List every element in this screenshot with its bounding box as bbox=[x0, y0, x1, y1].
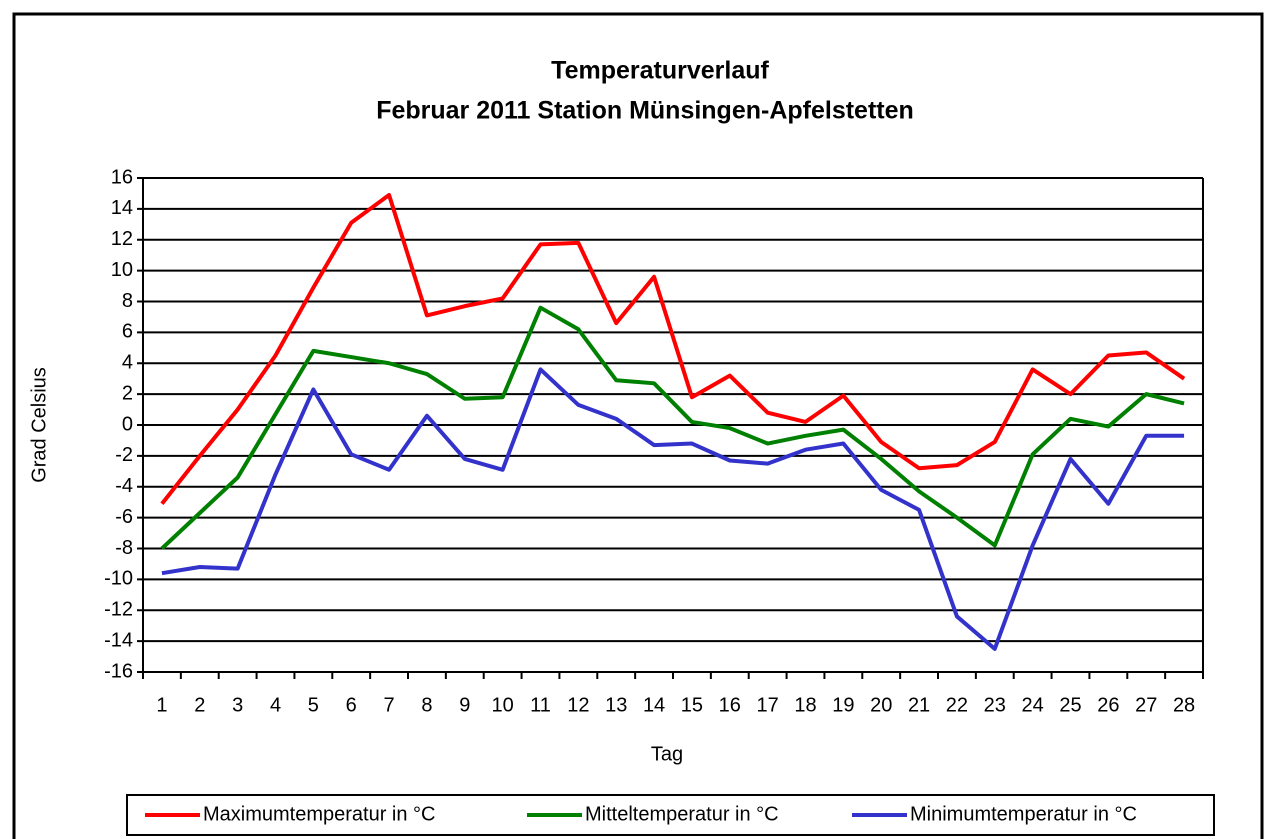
legend bbox=[126, 794, 1215, 836]
series-line bbox=[160, 192, 1186, 505]
x-tick-label: 8 bbox=[421, 694, 432, 716]
y-tick-label: -12 bbox=[104, 599, 133, 621]
x-tick-label: 10 bbox=[492, 694, 514, 716]
y-tick-label: -14 bbox=[104, 629, 133, 651]
legend-label: Minimumtemperatur in °C bbox=[910, 803, 1137, 825]
x-tick-label: 4 bbox=[270, 694, 281, 716]
x-tick-label: 7 bbox=[384, 694, 395, 716]
series-line bbox=[160, 305, 1185, 550]
legend-label: Maximumtemperatur in °C bbox=[203, 803, 436, 825]
y-tick-label: 0 bbox=[122, 413, 133, 435]
x-tick-label: 1 bbox=[156, 694, 167, 716]
y-tick-label: -10 bbox=[104, 568, 133, 590]
y-tick-label: 6 bbox=[122, 321, 133, 343]
y-axis-label: Grad Celsius bbox=[28, 367, 50, 483]
x-tick-label: 5 bbox=[308, 694, 319, 716]
y-tick-label: 2 bbox=[122, 382, 133, 404]
x-tick-label: 18 bbox=[794, 694, 816, 716]
x-tick-label: 9 bbox=[459, 694, 470, 716]
chart-subtitle: Februar 2011 Station Münsingen-Apfelstet… bbox=[376, 97, 914, 125]
y-tick-label: 12 bbox=[111, 228, 133, 250]
x-tick-label: 11 bbox=[530, 694, 551, 716]
x-tick-label: 3 bbox=[232, 694, 243, 716]
x-tick-label: 2 bbox=[194, 694, 205, 716]
x-tick-label: 20 bbox=[870, 694, 892, 716]
x-tick-label: 27 bbox=[1135, 694, 1157, 716]
legend-label: Mitteltemperatur in °C bbox=[585, 803, 779, 825]
chart-title: Temperaturverlauf bbox=[551, 57, 769, 85]
y-tick-label: -6 bbox=[115, 506, 133, 528]
y-tick-label: 10 bbox=[111, 259, 133, 281]
y-tick-label: -8 bbox=[115, 537, 133, 559]
x-tick-label: 25 bbox=[1059, 694, 1081, 716]
x-tick-label: 12 bbox=[567, 694, 589, 716]
x-tick-label: 17 bbox=[757, 694, 779, 716]
x-tick-label: 19 bbox=[832, 694, 854, 716]
y-tick-label: 8 bbox=[122, 290, 133, 312]
y-tick-label: 14 bbox=[111, 197, 133, 219]
y-tick-label: 4 bbox=[122, 352, 133, 374]
x-tick-label: 16 bbox=[719, 694, 741, 716]
series-line bbox=[161, 367, 1185, 651]
x-tick-label: 15 bbox=[681, 694, 703, 716]
x-tick-label: 26 bbox=[1097, 694, 1119, 716]
x-tick-label: 23 bbox=[984, 694, 1006, 716]
y-tick-label: -16 bbox=[104, 660, 133, 682]
x-tick-label: 21 bbox=[908, 694, 930, 716]
x-tick-label: 14 bbox=[643, 694, 665, 716]
y-tick-label: -2 bbox=[115, 444, 133, 466]
y-tick-label: 16 bbox=[111, 166, 133, 188]
x-axis-label: Tag bbox=[651, 743, 683, 765]
y-tick-label: -4 bbox=[115, 475, 133, 497]
x-tick-label: 24 bbox=[1022, 694, 1044, 716]
x-tick-label: 22 bbox=[946, 694, 968, 716]
x-tick-label: 28 bbox=[1173, 694, 1195, 716]
x-tick-label: 13 bbox=[605, 694, 627, 716]
x-tick-label: 6 bbox=[346, 694, 357, 716]
